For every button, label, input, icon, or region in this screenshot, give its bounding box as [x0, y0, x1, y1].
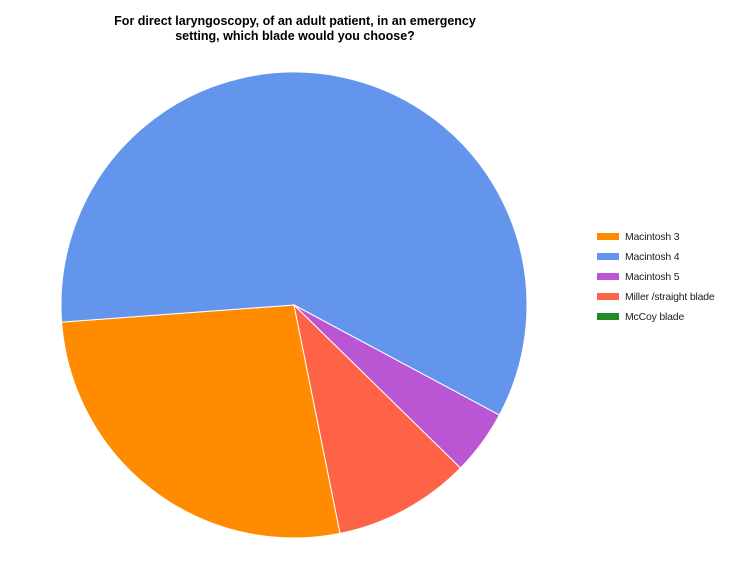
legend-swatch-mccoy-blade: [597, 313, 619, 320]
legend-item-macintosh-3: Macintosh 3: [597, 230, 715, 243]
pie-slice-macintosh-4: [60, 71, 528, 416]
chart-title-line-1: For direct laryngoscopy, of an adult pat…: [114, 14, 476, 28]
chart-title: For direct laryngoscopy, of an adult pat…: [0, 14, 590, 44]
legend-item-mccoy-blade: McCoy blade: [597, 310, 715, 323]
legend-item-miller-straight-blade: Miller /straight blade: [597, 290, 715, 303]
pie-slice-miller-straight-blade: [293, 303, 462, 534]
legend-swatch-miller-straight-blade: [597, 293, 619, 300]
legend-label-miller-straight-blade: Miller /straight blade: [625, 290, 715, 303]
legend-label-macintosh-5: Macintosh 5: [625, 270, 680, 283]
legend-swatch-macintosh-3: [597, 233, 619, 240]
legend: Macintosh 3 Macintosh 4 Macintosh 5 Mill…: [597, 230, 715, 330]
legend-label-mccoy-blade: McCoy blade: [625, 310, 685, 323]
pie-slice-macintosh-3: [61, 304, 341, 539]
legend-item-macintosh-4: Macintosh 4: [597, 250, 715, 263]
legend-swatch-macintosh-4: [597, 253, 619, 260]
legend-item-macintosh-5: Macintosh 5: [597, 270, 715, 283]
legend-swatch-macintosh-5: [597, 273, 619, 280]
chart-title-line-2: setting, which blade would you choose?: [175, 29, 415, 43]
legend-label-macintosh-4: Macintosh 4: [625, 250, 680, 263]
legend-label-macintosh-3: Macintosh 3: [625, 230, 680, 243]
